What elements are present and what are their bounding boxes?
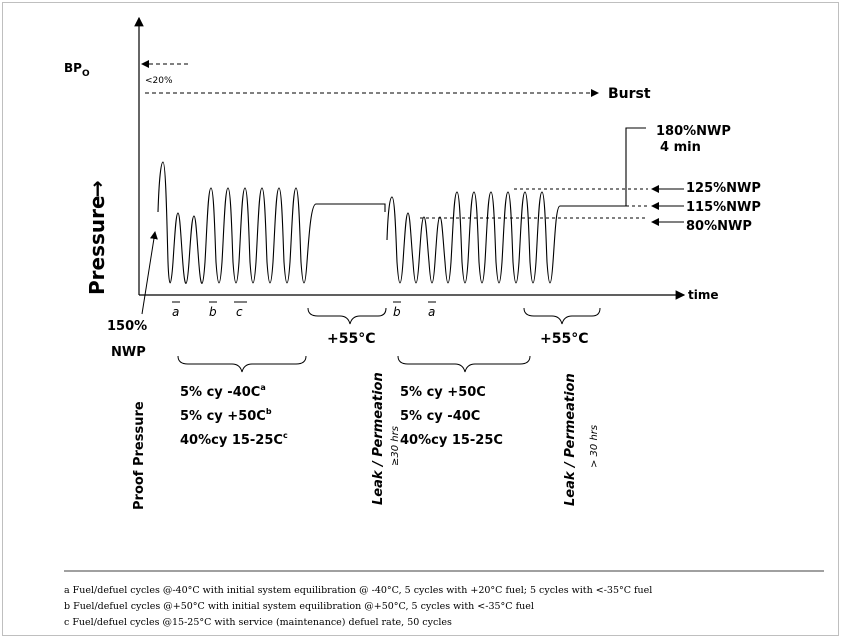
g2-line2: 5% cy -40C <box>400 409 480 424</box>
brace-group2 <box>397 355 531 373</box>
proof-pointer <box>141 231 158 315</box>
temp1-label: +55°C <box>327 331 376 347</box>
y-axis-arrow-glyph: → <box>85 180 109 197</box>
g1-line2: 5% cy +50Cb <box>180 407 272 424</box>
g1-line3: 40%cy 15-25Cc <box>180 431 288 448</box>
bp-label: BPO <box>64 61 90 79</box>
leak2-label: Leak / Permeation <box>563 373 578 506</box>
x-axis-label: time <box>688 288 719 302</box>
nwp80-label: 80%NWP <box>686 219 752 234</box>
pressure-trace-group1 <box>157 161 386 284</box>
nwp150-label-a: 150% <box>107 319 147 334</box>
pct-label: <20% <box>145 76 173 86</box>
y-axis-label: Pressure <box>85 195 109 295</box>
phase-c1: c <box>236 305 243 319</box>
burst-label: Burst <box>608 86 651 102</box>
footnote-c: c Fuel/defuel cycles @15-25°C with servi… <box>64 617 452 628</box>
phase-b2: b <box>393 305 401 319</box>
min4-label: 4 min <box>660 140 701 155</box>
leak1-label: Leak / Permeation <box>371 372 386 505</box>
nwp125-label: 125%NWP <box>686 181 761 196</box>
g2-line1: 5% cy +50C <box>400 385 486 400</box>
leak2-sub: > 30 hrs <box>589 425 600 468</box>
brace-55c-1 <box>307 307 387 325</box>
nwp150-label-b: NWP <box>111 345 146 360</box>
brace-group1 <box>177 355 307 373</box>
nwp180-label: 180%NWP <box>656 124 731 139</box>
nwp115-label: 115%NWP <box>686 200 761 215</box>
g1-line1: 5% cy -40Ca <box>180 383 266 400</box>
phase-a2: a <box>428 305 435 319</box>
brace-55c-2 <box>523 307 601 325</box>
leak1-sub: ≥30 hrs <box>390 426 401 466</box>
phase-a1: a <box>172 305 179 319</box>
pressure-trace-group2 <box>386 127 646 284</box>
footnote-a: a Fuel/defuel cycles @-40°C with initial… <box>64 585 652 596</box>
proof-pressure-label: Proof Pressure <box>132 401 147 510</box>
g2-line3: 40%cy 15-25C <box>400 433 503 448</box>
footnote-b: b Fuel/defuel cycles @+50°C with initial… <box>64 601 534 612</box>
phase-b1: b <box>209 305 217 319</box>
temp2-label: +55°C <box>540 331 589 347</box>
